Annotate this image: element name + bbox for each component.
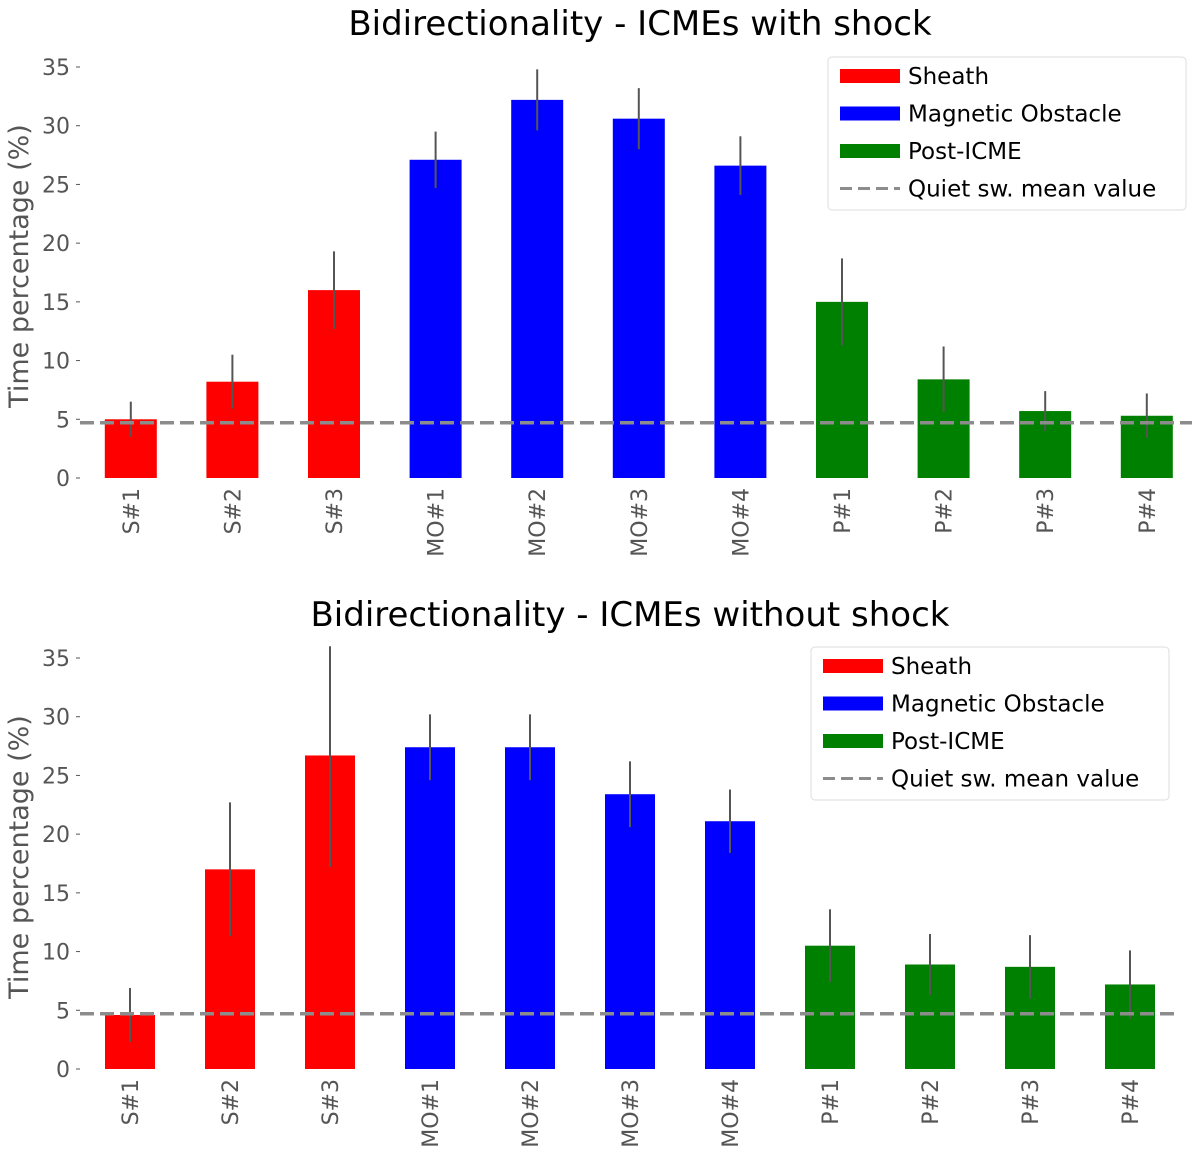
x-tick-label: P#1 bbox=[819, 1079, 844, 1125]
x-tick-label: MO#3 bbox=[628, 488, 653, 557]
x-tick-label: P#2 bbox=[933, 488, 958, 534]
bars bbox=[104, 99, 1173, 479]
bars bbox=[105, 747, 1155, 1069]
legend-label: Quiet sw. mean value bbox=[891, 767, 1139, 793]
y-tick-label: 0 bbox=[56, 467, 70, 492]
x-tick-label: P#3 bbox=[1019, 1079, 1044, 1125]
legend-box bbox=[827, 56, 1187, 211]
chart-title: Bidirectionality - ICMEs without shock bbox=[310, 595, 949, 635]
x-tick-label: MO#4 bbox=[719, 1079, 744, 1148]
bar bbox=[605, 794, 655, 1069]
y-tick-label: 25 bbox=[42, 764, 70, 789]
y-tick-label: 30 bbox=[42, 706, 70, 731]
x-tick-label: P#3 bbox=[1034, 488, 1059, 534]
y-tick-label: 0 bbox=[56, 1058, 70, 1083]
legend: Sheath Magnetic Obstacle Post-ICME Quiet sw… bbox=[827, 56, 1187, 211]
y-tick-label: 15 bbox=[42, 882, 70, 907]
legend-swatch bbox=[823, 659, 883, 673]
chart-panel-with-shock: Bidirectionality - ICMEs with shock Time… bbox=[4, 4, 1192, 557]
legend-swatch bbox=[840, 106, 900, 121]
y-tick-label: 5 bbox=[56, 408, 70, 433]
legend-label: Sheath bbox=[908, 64, 989, 90]
x-tick-label: MO#3 bbox=[619, 1079, 644, 1148]
x-tick-label: P#4 bbox=[1119, 1079, 1144, 1125]
y-axis-label: Time percentage (%) bbox=[4, 715, 35, 1000]
x-axis-ticks: S#1 S#2 S#3 MO#1 MO#2 MO#3 MO#4 P#1 P#2 P#3 P#4 bbox=[120, 488, 1161, 557]
legend-label: Sheath bbox=[891, 654, 972, 680]
y-tick-label: 35 bbox=[42, 647, 70, 672]
legend-label: Magnetic Obstacle bbox=[908, 102, 1122, 128]
bar bbox=[405, 747, 455, 1069]
y-tick-label: 20 bbox=[42, 232, 70, 257]
y-tick-label: 20 bbox=[42, 823, 70, 848]
x-tick-label: S#1 bbox=[119, 1079, 144, 1125]
x-tick-label: S#1 bbox=[120, 488, 145, 534]
x-tick-label: S#3 bbox=[319, 1079, 344, 1125]
x-axis-ticks: S#1 S#2 S#3 MO#1 MO#2 MO#3 MO#4 P#1 P#2 P#3 P#4 bbox=[119, 1079, 1144, 1148]
legend-label: Post-ICME bbox=[891, 729, 1005, 755]
legend-label: Magnetic Obstacle bbox=[891, 692, 1105, 718]
bar bbox=[409, 159, 462, 479]
bar bbox=[505, 747, 555, 1069]
legend-swatch bbox=[823, 696, 883, 711]
y-axis-label: Time percentage (%) bbox=[4, 124, 35, 409]
x-tick-label: MO#1 bbox=[425, 488, 450, 557]
y-tick-label: 25 bbox=[42, 173, 70, 198]
x-tick-label: MO#2 bbox=[519, 1079, 544, 1148]
legend-box bbox=[810, 646, 1170, 801]
legend: Sheath Magnetic Obstacle Post-ICME Quiet sw… bbox=[810, 646, 1170, 801]
x-tick-label: P#2 bbox=[919, 1079, 944, 1125]
x-tick-label: P#1 bbox=[831, 488, 856, 534]
y-tick-label: 10 bbox=[42, 941, 70, 966]
error-bars bbox=[129, 69, 1148, 439]
x-tick-label: MO#4 bbox=[729, 488, 754, 557]
x-tick-label: P#4 bbox=[1136, 488, 1161, 534]
legend-label: Quiet sw. mean value bbox=[908, 177, 1156, 203]
legend-swatch bbox=[840, 144, 900, 158]
legend-swatch bbox=[840, 69, 900, 83]
y-tick-label: 30 bbox=[42, 115, 70, 140]
chart-panel-without-shock: Bidirectionality - ICMEs without shock T… bbox=[4, 595, 1180, 1148]
bar bbox=[511, 99, 564, 478]
y-tick-label: 15 bbox=[42, 291, 70, 316]
y-tick-label: 10 bbox=[42, 350, 70, 375]
x-tick-label: MO#1 bbox=[419, 1079, 444, 1148]
chart-title: Bidirectionality - ICMEs with shock bbox=[348, 4, 932, 44]
y-tick-label: 35 bbox=[42, 56, 70, 81]
x-tick-label: S#3 bbox=[323, 488, 348, 534]
y-axis-ticks: 0 5 10 15 20 25 30 35 bbox=[42, 56, 80, 492]
bar bbox=[612, 118, 665, 478]
legend-swatch bbox=[823, 734, 883, 748]
legend-label: Post-ICME bbox=[908, 139, 1022, 165]
bar bbox=[714, 165, 767, 478]
y-axis-ticks: 0 5 10 15 20 25 30 35 bbox=[42, 647, 80, 1083]
x-tick-label: MO#2 bbox=[526, 488, 551, 557]
y-tick-label: 5 bbox=[56, 999, 70, 1024]
bar bbox=[705, 821, 755, 1069]
x-tick-label: S#2 bbox=[219, 1079, 244, 1125]
x-tick-label: S#2 bbox=[221, 488, 246, 534]
